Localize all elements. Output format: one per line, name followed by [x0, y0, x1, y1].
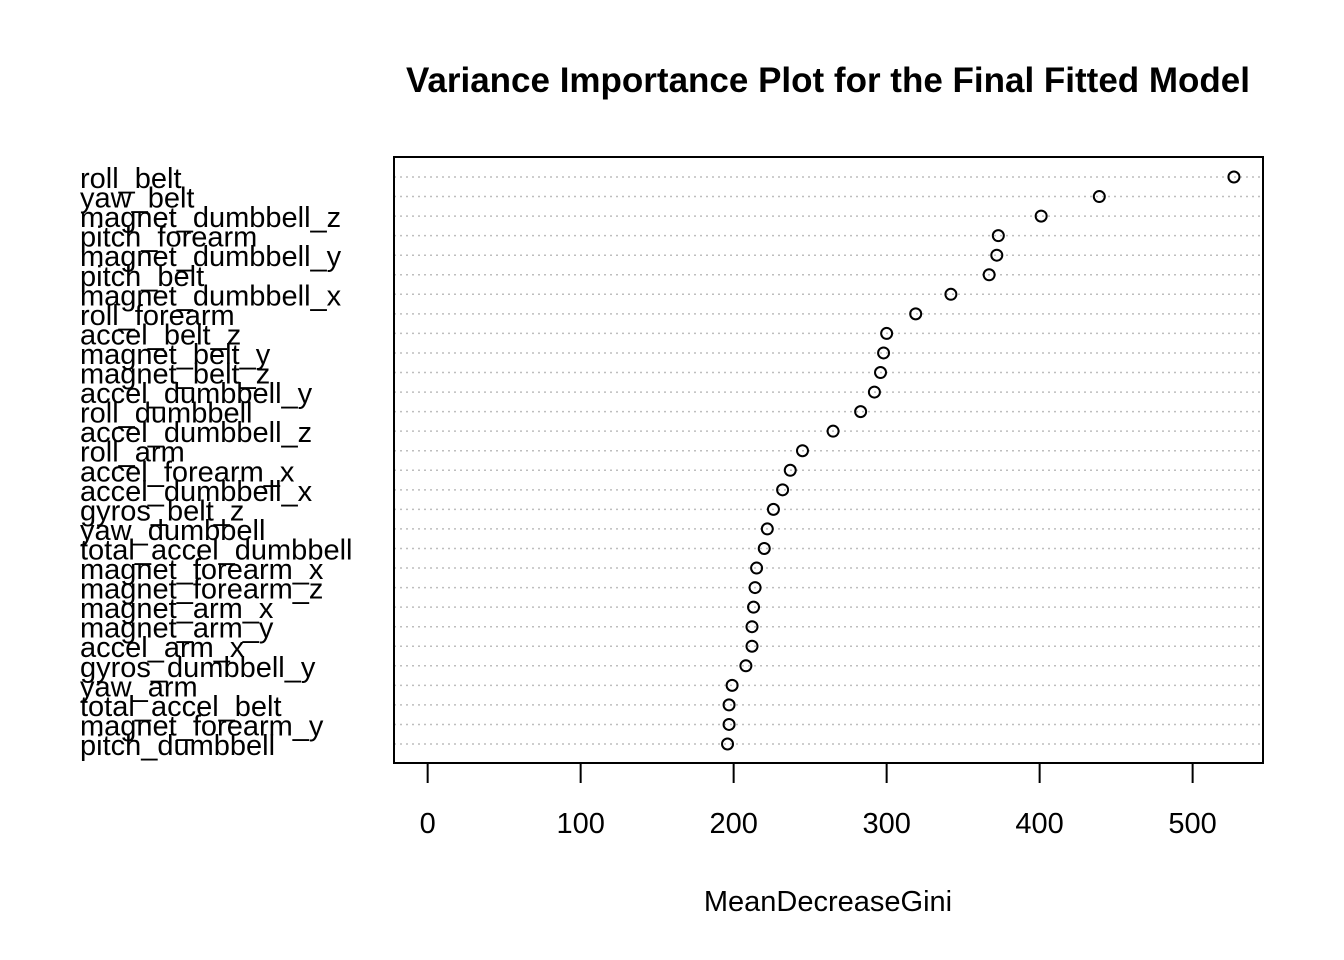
data-point [745, 620, 759, 634]
grid-lines [394, 176, 1263, 745]
x-tick-label: 100 [556, 808, 604, 840]
variable-label: gyros_belt_z [80, 495, 244, 527]
data-point [982, 268, 996, 282]
data-point [909, 307, 923, 321]
variable-label: roll_belt [80, 163, 182, 195]
chart-title: Variance Importance Plot for the Final F… [406, 61, 1250, 100]
data-point [766, 502, 780, 516]
variable-label: magnet_forearm_z [80, 574, 323, 606]
data-point [1092, 190, 1106, 204]
data-point [944, 287, 958, 301]
variable-label: roll_dumbbell [80, 398, 253, 430]
data-point [745, 639, 759, 653]
variable-label: pitch_dumbbell [80, 730, 275, 762]
data-point [760, 522, 774, 536]
variable-label: accel_dumbbell_z [80, 417, 312, 449]
x-axis-title: MeanDecreaseGini [704, 886, 952, 918]
data-point [1227, 170, 1241, 184]
variable-label: magnet_belt_z [80, 359, 270, 391]
variable-label: pitch_belt [80, 261, 204, 293]
data-point [783, 463, 797, 477]
variable-label: roll_arm [80, 437, 185, 469]
data-point [722, 698, 736, 712]
data-point [776, 483, 790, 497]
variable-label: accel_forearm_x [80, 456, 295, 488]
variable-label: yaw_belt [80, 183, 194, 215]
data-point [747, 600, 761, 614]
plot-frame [393, 156, 1264, 764]
x-tick-label: 300 [862, 808, 910, 840]
data-point [874, 366, 888, 380]
variable-label: yaw_dumbbell [80, 515, 265, 547]
variable-label: magnet_dumbbell_z [80, 202, 341, 234]
variable-label: yaw_arm [80, 671, 198, 703]
variable-label: pitch_forearm [80, 222, 257, 254]
data-point [795, 444, 809, 458]
data-point [722, 717, 736, 731]
variable-label: magnet_forearm_x [80, 554, 324, 586]
data-point [748, 581, 762, 595]
x-tick-label: 500 [1168, 808, 1216, 840]
data-point [877, 346, 891, 360]
data-point [826, 424, 840, 438]
x-axis: 0 100 200 300 400 500 [420, 762, 1217, 840]
variable-label: accel_dumbbell_y [80, 378, 313, 410]
data-point [1034, 209, 1048, 223]
x-tick-label: 200 [709, 808, 757, 840]
data-point [757, 541, 771, 555]
variable-label: total_accel_belt [80, 691, 282, 723]
data-point [990, 248, 1004, 262]
data-point [739, 659, 753, 673]
variable-label: accel_dumbbell_x [80, 476, 313, 508]
data-point [880, 326, 894, 340]
variable-label: accel_belt_z [80, 319, 241, 351]
variable-label: roll_forearm [80, 300, 235, 332]
variable-label: magnet_arm_y [80, 613, 274, 645]
variable-label: magnet_arm_x [80, 593, 274, 625]
variable-label: magnet_dumbbell_y [80, 241, 342, 273]
x-tick-label: 400 [1015, 808, 1063, 840]
variable-label: magnet_dumbbell_x [80, 280, 342, 312]
variable-label: accel_arm_x [80, 632, 245, 664]
variable-labels: roll_beltyaw_beltmagnet_dumbbell_zpitch_… [80, 163, 352, 762]
variable-label: gyros_dumbbell_y [80, 652, 316, 684]
variable-label: magnet_forearm_y [80, 710, 324, 742]
variable-label: total_accel_dumbbell [80, 534, 352, 566]
data-points [721, 170, 1241, 751]
x-tick-label: 0 [420, 808, 436, 840]
data-point [991, 229, 1005, 243]
variable-label: magnet_belt_y [80, 339, 271, 371]
data-point [867, 385, 881, 399]
data-point [721, 737, 735, 751]
data-point [725, 678, 739, 692]
data-point [854, 405, 868, 419]
data-point [750, 561, 764, 575]
